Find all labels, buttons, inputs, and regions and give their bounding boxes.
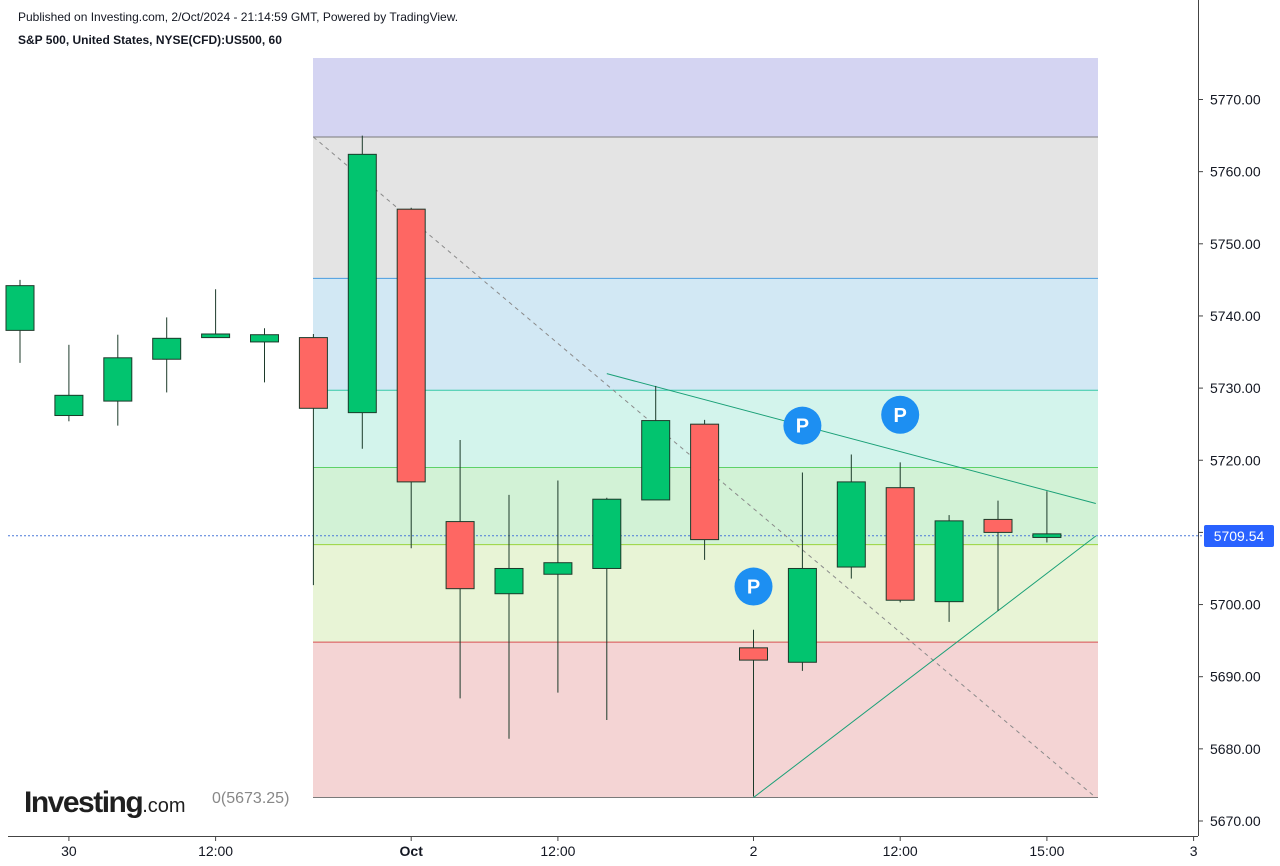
candle-body-bear [445,521,475,590]
candle [690,419,720,560]
candle [103,334,133,426]
diagonal-dashed-line [313,136,1097,798]
candle [445,440,475,699]
candle [934,515,964,622]
p-marker[interactable]: P [734,567,773,606]
candle-body-bull [103,357,133,402]
p-marker-label: P [796,416,809,438]
y-tick-label: 5690.00 [1210,669,1261,685]
logo-brand: Investing [24,786,144,819]
y-tick-label: 5760.00 [1210,164,1261,180]
y-tick-label: 5680.00 [1210,741,1261,757]
axis-lines [8,0,1275,837]
p-marker-label: P [747,577,760,599]
x-tick-label: 2 [750,843,758,859]
candle-body-bear [690,423,720,541]
p-marker-circle [783,406,822,445]
candle-body-bull [5,285,35,331]
y-tick-label: 5750.00 [1210,236,1261,252]
p-marker-circle [734,567,773,606]
candle-body-bull [250,334,279,343]
x-tick-label: 3 [1190,843,1198,859]
y-tick-label: 5740.00 [1210,308,1261,324]
candle [298,333,328,586]
logo-suffix: .com [142,795,186,817]
resistance-trend-line [606,373,1096,505]
candle [347,135,377,449]
candle-body-bear [298,337,328,409]
candle-body-bear [739,647,768,661]
candle-body-bull [494,567,524,595]
x-tick-label: 12:00 [540,843,575,859]
y-tick-label: 5730.00 [1210,380,1261,396]
candle-body-bull [347,153,377,414]
p-marker[interactable]: P [783,406,822,445]
time-axis[interactable]: 30 12:00 Oct 12:00 2 12:00 15:00 3 [61,836,1198,859]
x-tick-label: 15:00 [1029,843,1064,859]
y-tick-label: 5670.00 [1210,813,1261,829]
candle [54,344,84,422]
p-marker-label: P [894,405,907,427]
x-tick-label: 12:00 [198,843,233,859]
event-markers[interactable]: P P P [734,395,920,606]
support-trend-line [753,535,1097,798]
p-marker[interactable]: P [881,395,920,434]
trend-drawings[interactable] [313,136,1097,798]
candle [739,629,768,797]
candle [592,497,622,720]
candle-body-bull [836,481,866,568]
candle [494,494,524,739]
candle-body-bear [983,518,1013,533]
candle-body-bull [152,337,182,360]
investing-logo: Investing.com [24,786,186,820]
candle-body-bull [934,520,964,603]
x-tick-label: 30 [61,843,77,859]
candle-body-bull [1032,533,1062,538]
candle-body-bull [787,567,817,663]
candle-body-bull [592,498,622,569]
y-tick-label: 5700.00 [1210,597,1261,613]
candlesticks [5,135,1062,797]
candle [543,480,573,693]
candle [250,328,279,383]
last-price-badge: 5709.54 [1204,525,1274,547]
instrument-title: S&P 500, United States, NYSE(CFD):US500,… [18,33,282,47]
candle [5,279,35,363]
candle [1032,491,1062,543]
candle [201,289,231,339]
candle [396,207,426,549]
y-tick-label: 5720.00 [1210,452,1261,468]
fib-band-top [313,58,1098,138]
x-tick-label: Oct [400,843,424,859]
candle-body-bull [641,420,671,501]
fib-zero-label: 0(5673.25) [212,790,290,807]
fib-band [313,137,1098,279]
candle [787,472,817,671]
fib-band [313,278,1098,391]
fib-band [313,544,1098,643]
candle [152,317,182,393]
candle [836,454,866,579]
candle-body-bull [201,333,231,339]
published-info: Published on Investing.com, 2/Oct/2024 -… [18,10,459,24]
candle [641,385,671,501]
fib-band [313,642,1098,798]
price-axis[interactable]: 5670.005680.005690.005700.005710.005720.… [1198,92,1261,830]
y-tick-label: 5770.00 [1210,92,1261,108]
candle-body-bear [396,208,426,483]
candle-body-bull [543,562,573,575]
candle [983,500,1013,612]
candle [885,462,915,603]
x-tick-label: 12:00 [883,843,918,859]
p-marker-circle [881,395,920,434]
candle-body-bear [885,487,915,601]
candle-body-bull [54,394,84,417]
